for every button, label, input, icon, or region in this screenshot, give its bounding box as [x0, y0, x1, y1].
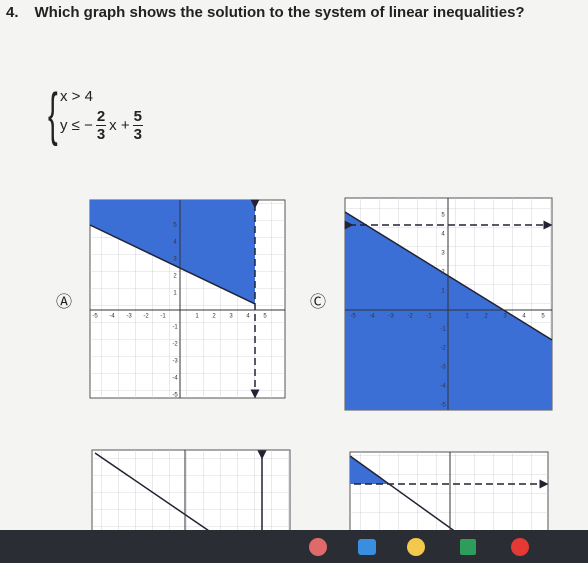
inequality-1: x > 4	[60, 88, 93, 105]
y-tick-label: 5	[173, 223, 177, 229]
shaded-region	[90, 200, 255, 304]
x-tick-label: -3	[126, 314, 132, 320]
boundary-line	[89, 224, 256, 305]
y-tick-label: 5	[441, 213, 445, 219]
y-tick-label: 3	[173, 257, 177, 263]
y-tick-label: 4	[441, 232, 445, 238]
boundary-line	[94, 452, 216, 536]
grid	[92, 450, 290, 540]
y-tick-label: 4	[173, 240, 177, 246]
x-tick-label: -2	[407, 314, 413, 320]
x-tick-label: -3	[388, 314, 394, 320]
y-tick-label: 1	[441, 289, 445, 295]
x-tick-label: -1	[160, 314, 166, 320]
x-tick-label: 1	[465, 314, 469, 320]
y-tick-label: -5	[172, 393, 178, 399]
x-tick-label: 3	[229, 314, 233, 320]
option-label[interactable]: Ⓐ	[56, 294, 73, 311]
y-tick-label: 2	[173, 274, 177, 280]
question-text: Which graph shows the solution to the sy…	[34, 4, 525, 21]
y-tick-label: 1	[173, 291, 177, 297]
y-tick-label: 3	[441, 251, 445, 257]
x-tick-label: 5	[263, 314, 267, 320]
x-tick-label: 4	[522, 314, 526, 320]
numerator: 5	[132, 108, 143, 126]
question-number: 4.	[6, 4, 19, 21]
y-tick-label: -1	[172, 325, 178, 331]
x-tick-label: 2	[212, 314, 216, 320]
x-tick-label: 5	[541, 314, 545, 320]
x-tick-label: -1	[426, 314, 432, 320]
y-tick-label: -5	[440, 403, 446, 409]
option-label[interactable]: Ⓒ	[310, 294, 327, 311]
brace: {	[48, 82, 58, 147]
y-tick-label: -3	[440, 365, 446, 371]
x-tick-label: 1	[195, 314, 199, 320]
text: y ≤ −	[60, 117, 93, 134]
grid	[350, 452, 548, 540]
y-tick-label: -4	[440, 384, 446, 390]
x-tick-label: -2	[143, 314, 149, 320]
boundary-line	[349, 455, 461, 536]
text: x +	[109, 117, 130, 134]
y-tick-label: -3	[172, 359, 178, 365]
app-icon[interactable]	[511, 538, 529, 556]
app-icon[interactable]	[407, 538, 425, 556]
y-tick-label: -1	[440, 327, 446, 333]
x-tick-label: -5	[92, 314, 98, 320]
y-tick-label: -4	[172, 376, 178, 382]
y-tick-label: -2	[172, 342, 178, 348]
x-tick-label: 4	[246, 314, 250, 320]
app-icon[interactable]	[309, 538, 327, 556]
x-tick-label: -5	[350, 314, 356, 320]
x-tick-label: 3	[503, 314, 507, 320]
x-tick-label: -4	[369, 314, 375, 320]
x-tick-label: -4	[109, 314, 115, 320]
denominator: 3	[96, 126, 106, 143]
taskbar	[0, 530, 588, 563]
denominator: 3	[133, 126, 142, 143]
numerator: 2	[95, 108, 107, 126]
y-tick-label: -2	[440, 346, 446, 352]
app-icon[interactable]	[358, 539, 376, 555]
app-icon[interactable]	[460, 539, 476, 555]
question: 4. Which graph shows the solution to the …	[6, 4, 541, 21]
x-tick-label: 2	[484, 314, 488, 320]
y-tick-label: 2	[441, 270, 445, 276]
